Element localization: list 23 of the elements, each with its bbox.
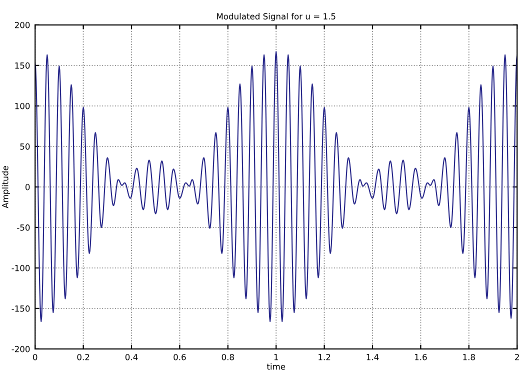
chart-title: Modulated Signal for u = 1.5 (217, 13, 336, 22)
x-tick-label: 0 (33, 354, 38, 360)
y-tick-label: 0 (26, 184, 30, 190)
x-tick-label: 1.8 (463, 354, 475, 360)
x-tick-label: 1.2 (318, 354, 330, 360)
y-tick-label: 100 (15, 102, 30, 110)
x-axis-title: time (266, 363, 286, 370)
x-tick-label: 0.2 (77, 354, 90, 360)
x-tick-label: 0.4 (125, 354, 138, 360)
y-axis-title: Amplitude (2, 166, 10, 208)
x-tick-label: 1 (274, 354, 278, 360)
x-tick-label: 1.6 (414, 354, 427, 360)
y-tick-label: -200 (12, 346, 30, 352)
y-tick-label: 50 (20, 143, 30, 150)
y-tick-label: -50 (17, 224, 30, 231)
x-tick-label: 1.4 (366, 354, 379, 360)
y-tick-label: 200 (14, 22, 30, 28)
x-tick-label: 2 (515, 354, 519, 360)
y-tick-label: 150 (15, 62, 30, 69)
x-tick-label: 0.8 (222, 354, 234, 360)
y-tick-label: -150 (12, 305, 30, 312)
y-tick-label: -100 (12, 264, 30, 272)
x-tick-label: 0.6 (174, 354, 186, 360)
